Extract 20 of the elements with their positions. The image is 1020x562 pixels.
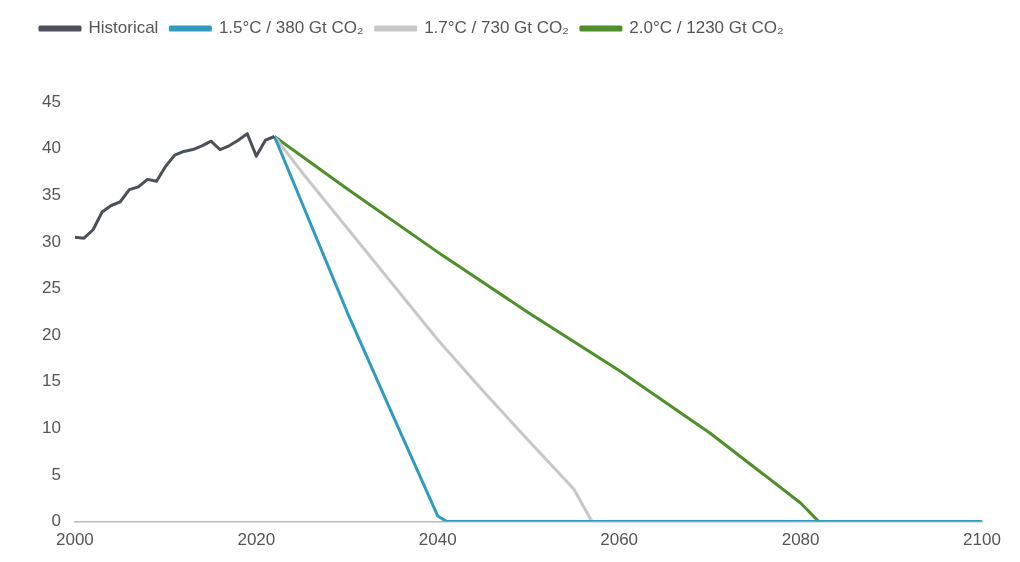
y-tick-label: 15 [41, 371, 61, 391]
y-tick-label: 35 [41, 184, 61, 204]
x-tick-label: 2060 [600, 530, 639, 550]
y-tick-label: 30 [41, 231, 61, 251]
y-tick-label: 45 [41, 91, 61, 111]
legend-label: 1.5°C / 380 Gt CO₂ [218, 18, 364, 38]
y-tick-label: 25 [41, 278, 61, 298]
x-tick-label: 2040 [418, 530, 457, 550]
legend-label: Historical [88, 18, 159, 38]
x-tick-label: 2100 [963, 530, 1001, 550]
x-tick-label: 2080 [781, 530, 820, 550]
x-tick-label: 2020 [237, 530, 276, 550]
y-tick-label: 5 [51, 464, 61, 484]
y-tick-label: 10 [41, 418, 61, 438]
legend-label: 2.0°C / 1230 Gt CO₂ [629, 18, 784, 38]
x-tick-label: 2000 [56, 530, 94, 550]
y-tick-label: 0 [51, 511, 61, 531]
legend-label: 1.7°C / 730 Gt CO₂ [424, 18, 569, 38]
y-tick-label: 20 [41, 324, 61, 344]
y-tick-label: 40 [41, 138, 61, 158]
